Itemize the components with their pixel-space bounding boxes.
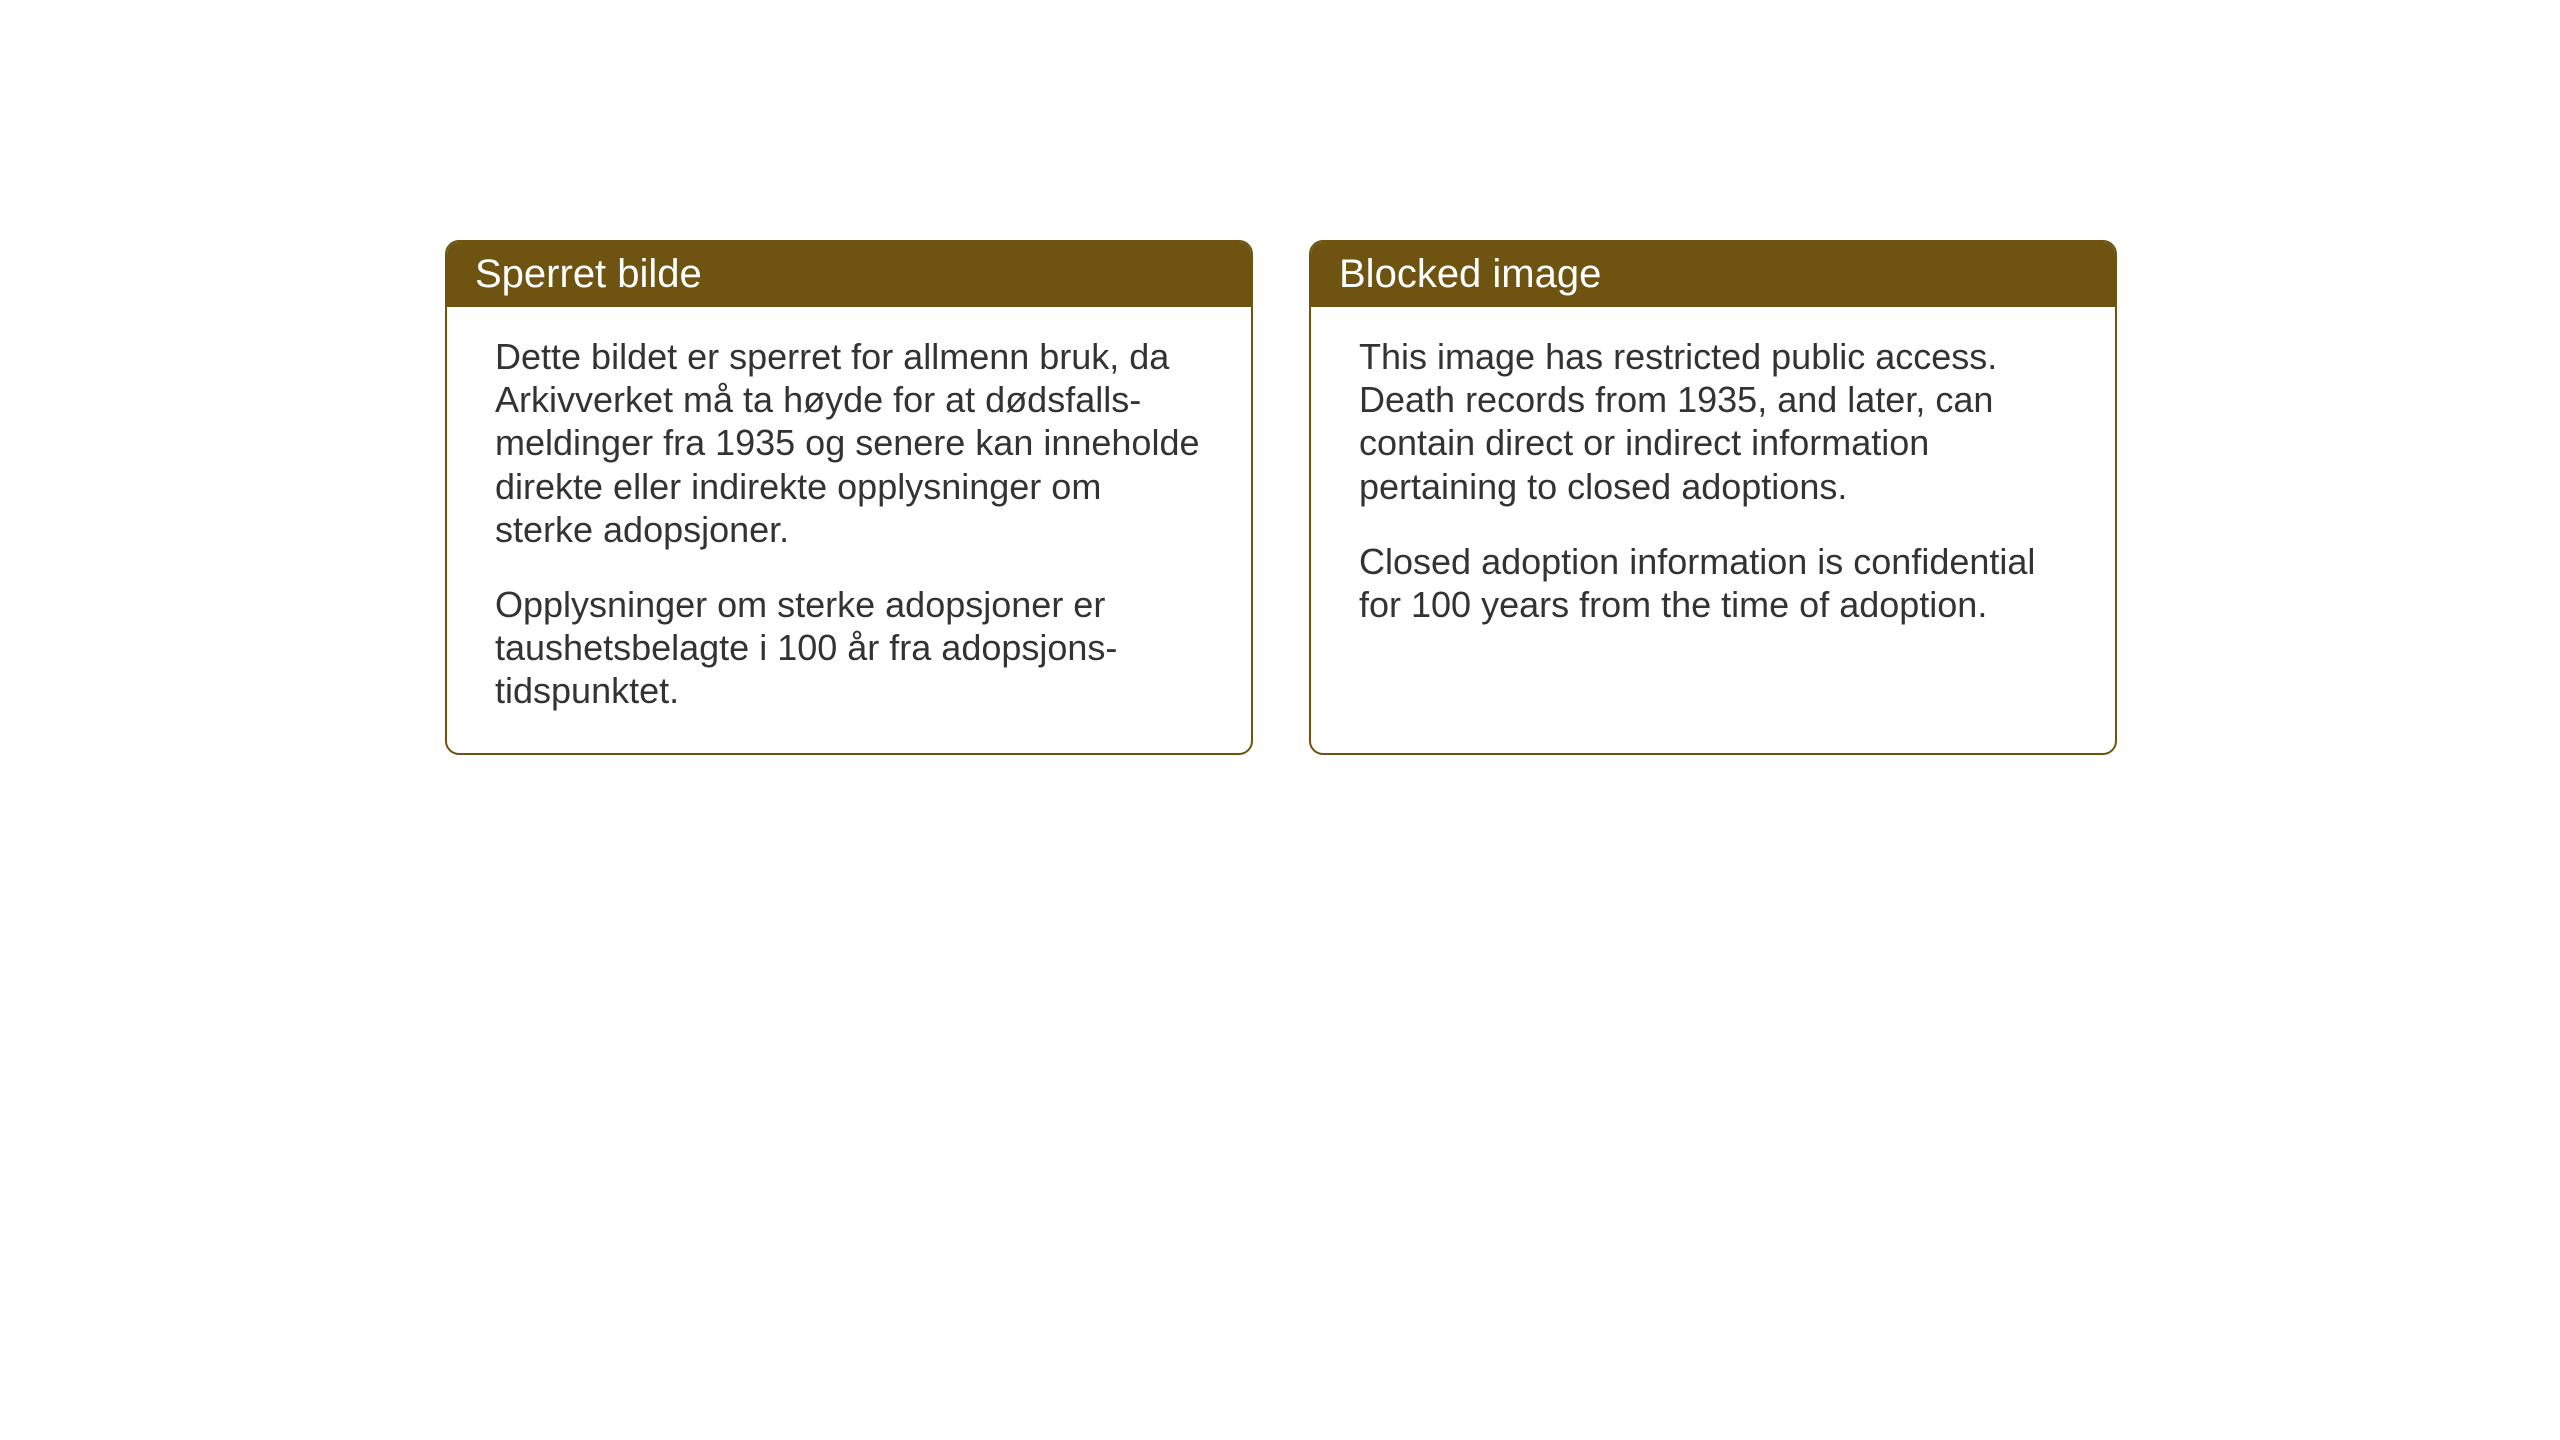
- norwegian-card-header: Sperret bilde: [447, 242, 1251, 307]
- english-paragraph-2: Closed adoption information is confident…: [1359, 540, 2067, 626]
- norwegian-paragraph-2: Opplysninger om sterke adopsjoner er tau…: [495, 583, 1203, 713]
- norwegian-card-title: Sperret bilde: [475, 252, 702, 296]
- norwegian-notice-card: Sperret bilde Dette bildet er sperret fo…: [445, 240, 1253, 755]
- english-card-title: Blocked image: [1339, 252, 1601, 296]
- norwegian-paragraph-1: Dette bildet er sperret for allmenn bruk…: [495, 335, 1203, 551]
- english-paragraph-1: This image has restricted public access.…: [1359, 335, 2067, 508]
- english-card-header: Blocked image: [1311, 242, 2115, 307]
- cards-container: Sperret bilde Dette bildet er sperret fo…: [445, 240, 2117, 755]
- norwegian-card-body: Dette bildet er sperret for allmenn bruk…: [447, 307, 1251, 753]
- english-notice-card: Blocked image This image has restricted …: [1309, 240, 2117, 755]
- english-card-body: This image has restricted public access.…: [1311, 307, 2115, 666]
